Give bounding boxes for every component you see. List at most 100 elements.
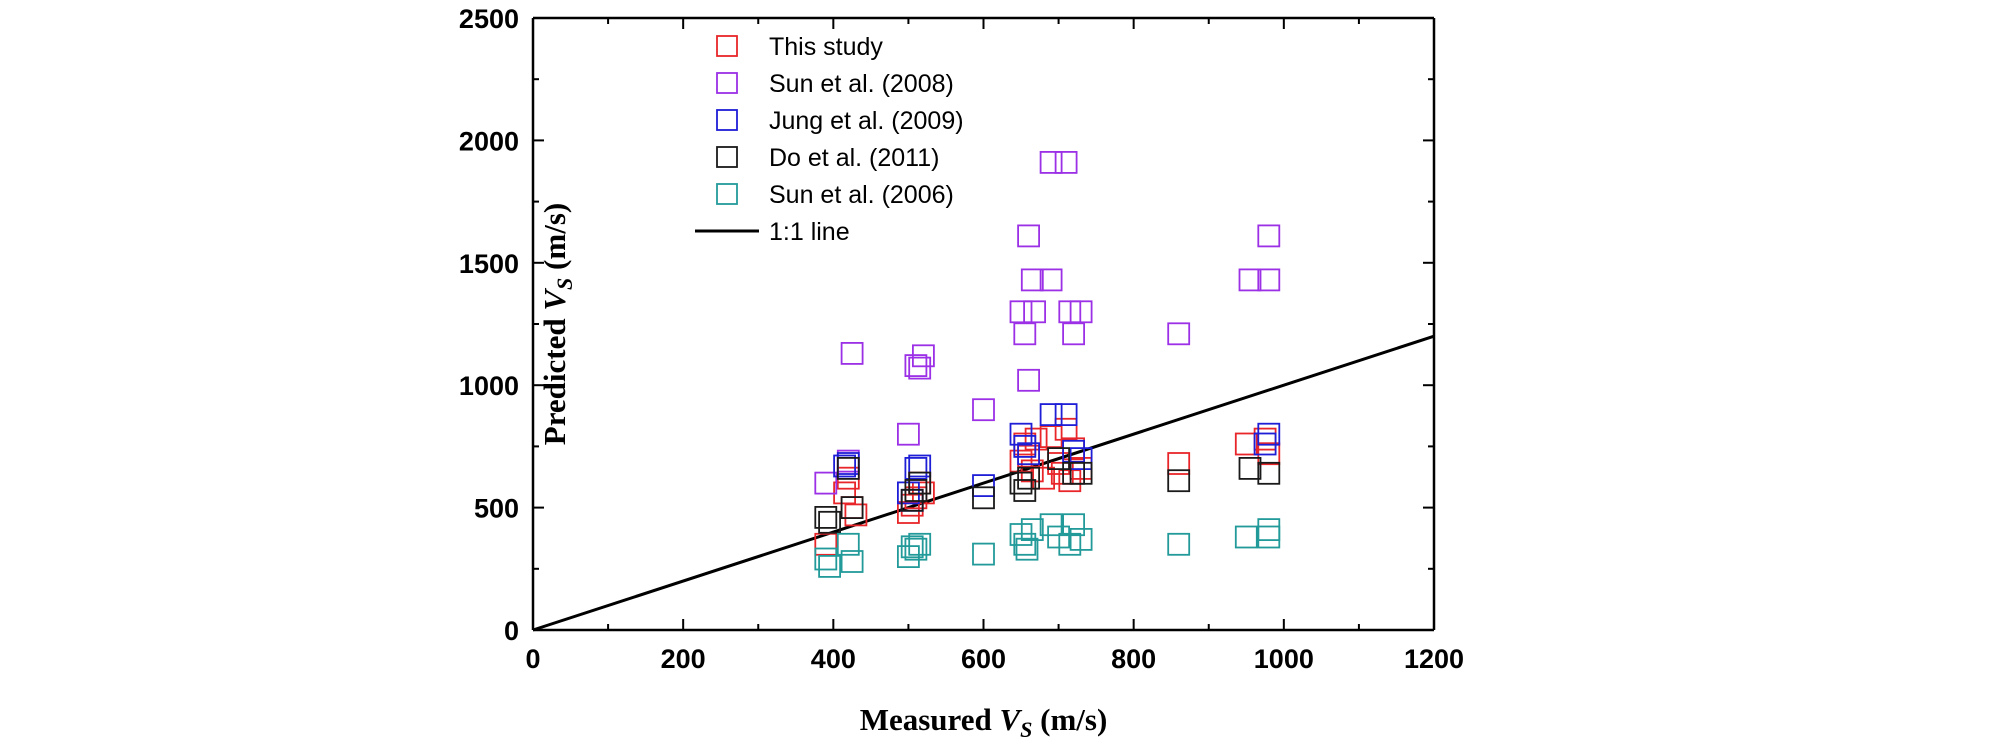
series-3-point-5 — [904, 479, 928, 502]
series-4-point-19 — [1234, 525, 1258, 549]
series-1-point-16 — [1054, 150, 1078, 174]
series-2-point-12 — [1062, 439, 1085, 463]
series-2-point-5 — [908, 454, 932, 478]
legend-label-5: 1:1 line — [769, 218, 850, 246]
series-4-point-21 — [1257, 518, 1281, 541]
series-1-point-12 — [1020, 268, 1044, 292]
series-1-point-13 — [1023, 300, 1046, 324]
x-tick-label: 0 — [525, 644, 540, 674]
legend-marker-2 — [716, 109, 738, 131]
series-3-point-9 — [1013, 479, 1037, 502]
x-tick-label: 200 — [661, 644, 706, 674]
x-tick-label: 1200 — [1404, 644, 1464, 674]
series-1-point-22 — [1257, 268, 1281, 292]
y-tick-label: 1000 — [459, 371, 519, 401]
series-3-point-11 — [1047, 447, 1070, 471]
x-tick-label: 1000 — [1254, 644, 1314, 674]
y-axis-title-sub: S — [552, 278, 577, 290]
series-3-point-16 — [1257, 461, 1281, 485]
series-4-point-17 — [1069, 528, 1093, 551]
series-3-point-0 — [814, 505, 838, 529]
series-4-point-6 — [904, 537, 928, 561]
series-1-point-7 — [972, 398, 995, 422]
legend-label-2: Jung et al. (2009) — [769, 107, 964, 135]
series-4-point-5 — [900, 535, 924, 559]
series-4-point-18 — [1167, 532, 1191, 556]
series-2-point-7 — [1009, 422, 1033, 446]
series-0-point-23 — [1167, 452, 1191, 475]
series-2-point-10 — [1039, 403, 1063, 427]
series-0-point-24 — [1234, 432, 1258, 456]
legend-marker-4 — [716, 183, 738, 205]
series-4-point-1 — [818, 555, 841, 578]
series-1-point-10 — [1017, 368, 1040, 392]
series-3-point-3 — [840, 496, 864, 520]
legend-marker-3 — [716, 146, 738, 168]
x-tick-label: 600 — [961, 644, 1006, 674]
series-1-point-2 — [840, 341, 864, 365]
series-1-point-5 — [908, 356, 932, 380]
legend-label-4: Sun et al. (2006) — [769, 181, 954, 209]
y-tick-label: 1500 — [459, 249, 519, 279]
series-4-point-8 — [972, 542, 995, 566]
series-4-point-0 — [814, 547, 838, 571]
series-2-point-9 — [1017, 442, 1040, 466]
x-axis-title-unit: (m/s) — [1032, 702, 1107, 737]
y-tick-label: 2000 — [459, 126, 519, 156]
series-2-point-4 — [904, 456, 928, 480]
series-3-point-8 — [1009, 471, 1033, 495]
legend-marker-0 — [716, 35, 738, 57]
y-axis-title: Predicted VS (m/s) — [537, 203, 577, 445]
x-axis-title-var: V — [999, 702, 1022, 737]
series-1-point-0 — [814, 471, 838, 495]
legend: This study Sun et al. (2008) Jung et al. (… — [695, 33, 964, 246]
series-1-point-6 — [912, 344, 935, 368]
x-axis-title-sub: S — [1020, 717, 1032, 742]
series-3-point-15 — [1238, 456, 1262, 480]
y-tick-label: 2500 — [459, 4, 519, 34]
series-4-point-16 — [1062, 513, 1085, 537]
series-2-point-11 — [1054, 403, 1078, 427]
series-3-point-7 — [972, 486, 995, 510]
ticks: 0 200 400 600 800 1000 1200 0 500 1000 1500 2000 250… — [459, 4, 1464, 674]
series-1-point-18 — [1062, 322, 1085, 346]
series-3-point-1 — [818, 510, 841, 534]
x-axis-title-main: Measured — [860, 702, 1000, 737]
series-0-point-4 — [844, 503, 868, 527]
y-tick-label: 500 — [474, 494, 519, 524]
series-2-point-8 — [1013, 434, 1037, 458]
series-1-point-9 — [1013, 322, 1037, 346]
series-1-point-20 — [1167, 322, 1191, 346]
series-4-point-2 — [836, 532, 860, 556]
series-3-point-13 — [1069, 461, 1093, 485]
series-4-point-10 — [1013, 532, 1037, 556]
x-tick-label: 800 — [1111, 644, 1156, 674]
series-0-point-19 — [1054, 417, 1078, 441]
series-0-point-0 — [814, 532, 838, 556]
series-3-point-14 — [1167, 469, 1191, 493]
y-axis-title-var: V — [537, 288, 572, 311]
y-axis-title-unit: (m/s) — [537, 203, 572, 278]
series-1-point-11 — [1017, 224, 1040, 248]
series-0-point-5 — [897, 501, 920, 524]
series-1-point-8 — [1009, 300, 1033, 324]
series-2-point-6 — [972, 474, 995, 498]
series-2-point-13 — [1069, 447, 1093, 471]
series-1-point-15 — [1039, 150, 1063, 174]
x-tick-label: 400 — [811, 644, 856, 674]
series-2-point-15 — [1253, 432, 1277, 456]
legend-label-3: Do et al. (2011) — [769, 144, 939, 172]
x-axis-title: Measured VS (m/s) — [860, 702, 1108, 742]
line-1-1 — [532, 334, 1435, 632]
series-1-point-21 — [1238, 268, 1262, 292]
series-4-point-7 — [908, 532, 932, 556]
series-1-point-19 — [1069, 300, 1093, 324]
series-1-point-3 — [897, 422, 920, 446]
legend-label-1: Sun et al. (2008) — [769, 70, 954, 98]
series-4-point-11 — [1015, 537, 1039, 561]
series-4-point-13 — [1039, 513, 1063, 537]
y-tick-label: 0 — [504, 616, 519, 646]
series-4-point-12 — [1020, 518, 1044, 541]
